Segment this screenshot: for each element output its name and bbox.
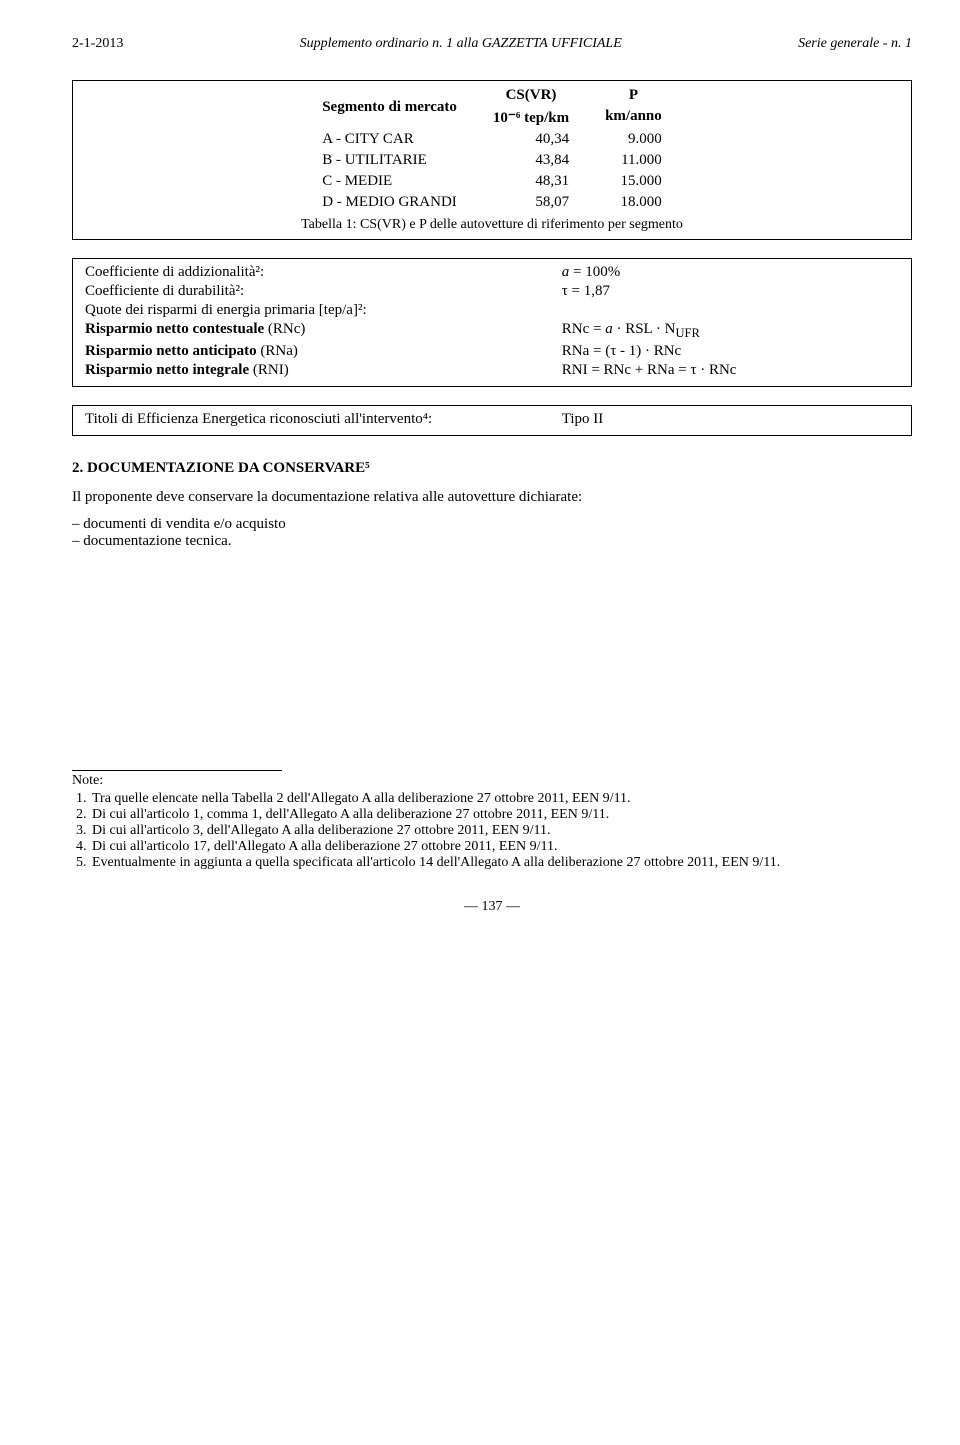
- seg-p: 18.000: [587, 192, 680, 213]
- coefficient-box: Coefficiente di addizionalità²: a = 100%…: [72, 258, 912, 387]
- section-heading: 2. DOCUMENTAZIONE DA CONSERVARE⁵: [72, 460, 912, 477]
- notes-block: Note: Tra quelle elencate nella Tabella …: [72, 770, 912, 871]
- seg-col-label: Segmento di mercato: [304, 85, 475, 129]
- coef-paren: (RNc): [264, 321, 305, 337]
- table-row: B - UTILITARIE 43,84 11.000: [304, 150, 680, 171]
- coef-rnc-mid: · RSL · N: [613, 321, 676, 337]
- section-intro: Il proponente deve conservare la documen…: [72, 489, 912, 506]
- coef-rnc-sub: UFR: [676, 326, 700, 340]
- coef-paren: (RNa): [257, 343, 298, 359]
- seg-label: A - CITY CAR: [304, 129, 475, 150]
- coef-a-rest: = 100%: [569, 264, 620, 280]
- coef-value: RNa = (τ - 1) · RNc: [558, 342, 903, 361]
- seg-p: 15.000: [587, 171, 680, 192]
- seg-col-cs-1: CS(VR): [475, 85, 587, 106]
- segment-table-caption: Tabella 1: CS(VR) e P delle autovetture …: [81, 217, 903, 233]
- seg-cs: 58,07: [475, 192, 587, 213]
- seg-col-cs-2: 10⁻⁶ tep/km: [475, 106, 587, 129]
- page-number: — 137 —: [72, 899, 912, 915]
- notes-rule: [72, 770, 282, 771]
- note-item: Eventualmente in aggiunta a quella speci…: [90, 855, 912, 871]
- bullet-list: documenti di vendita e/o acquisto docume…: [72, 516, 912, 550]
- titolo-label: Titoli di Efficienza Energetica riconosc…: [81, 410, 558, 429]
- coef-label: Risparmio netto contestuale (RNc): [81, 320, 558, 342]
- note-item: Di cui all'articolo 17, dell'Allegato A …: [90, 839, 912, 855]
- segment-table-box: Segmento di mercato CS(VR) P 10⁻⁶ tep/km…: [72, 80, 912, 240]
- coef-value: a = 100%: [558, 263, 903, 282]
- segment-table: Segmento di mercato CS(VR) P 10⁻⁶ tep/km…: [304, 85, 680, 213]
- coef-value: τ = 1,87: [558, 282, 903, 301]
- note-item: Tra quelle elencate nella Tabella 2 dell…: [90, 791, 912, 807]
- header-right: Serie generale - n. 1: [798, 36, 912, 52]
- page-header: 2-1-2013 Supplemento ordinario n. 1 alla…: [72, 36, 912, 52]
- seg-label: B - UTILITARIE: [304, 150, 475, 171]
- seg-cs: 40,34: [475, 129, 587, 150]
- coef-bold: Risparmio netto integrale: [85, 362, 249, 378]
- seg-p: 9.000: [587, 129, 680, 150]
- header-left: 2-1-2013: [72, 36, 123, 52]
- seg-cs: 43,84: [475, 150, 587, 171]
- coef-label: Coefficiente di addizionalità²:: [81, 263, 558, 282]
- coef-value: RNc = a · RSL · NUFR: [558, 320, 903, 342]
- coef-rnc-pre: RNc =: [562, 321, 605, 337]
- table-row: D - MEDIO GRANDI 58,07 18.000: [304, 192, 680, 213]
- coef-label: Risparmio netto integrale (RNI): [81, 361, 558, 380]
- table-row: C - MEDIE 48,31 15.000: [304, 171, 680, 192]
- seg-label: C - MEDIE: [304, 171, 475, 192]
- seg-p: 11.000: [587, 150, 680, 171]
- list-item: documenti di vendita e/o acquisto: [72, 516, 912, 533]
- titolo-value: Tipo II: [558, 410, 903, 429]
- table-row: A - CITY CAR 40,34 9.000: [304, 129, 680, 150]
- coef-rnc-a: a: [605, 321, 613, 337]
- coef-label: Risparmio netto anticipato (RNa): [81, 342, 558, 361]
- coef-value: RNI = RNc + RNa = τ · RNc: [558, 361, 903, 380]
- seg-label: D - MEDIO GRANDI: [304, 192, 475, 213]
- note-item: Di cui all'articolo 3, dell'Allegato A a…: [90, 823, 912, 839]
- titolo-box: Titoli di Efficienza Energetica riconosc…: [72, 405, 912, 436]
- note-item: Di cui all'articolo 1, comma 1, dell'All…: [90, 807, 912, 823]
- notes-label: Note:: [72, 773, 103, 788]
- coef-bold: Risparmio netto contestuale: [85, 321, 264, 337]
- seg-cs: 48,31: [475, 171, 587, 192]
- notes-list: Tra quelle elencate nella Tabella 2 dell…: [72, 791, 912, 871]
- coef-paren: (RNI): [249, 362, 289, 378]
- coefficient-table: Coefficiente di addizionalità²: a = 100%…: [81, 263, 903, 380]
- coef-bold: Risparmio netto anticipato: [85, 343, 257, 359]
- header-center: Supplemento ordinario n. 1 alla GAZZETTA…: [300, 36, 622, 52]
- coef-label: Quote dei risparmi di energia primaria […: [81, 301, 903, 320]
- seg-col-p-2: km/anno: [587, 106, 680, 129]
- seg-col-p-1: P: [587, 85, 680, 106]
- list-item: documentazione tecnica.: [72, 533, 912, 550]
- coef-label: Coefficiente di durabilità²:: [81, 282, 558, 301]
